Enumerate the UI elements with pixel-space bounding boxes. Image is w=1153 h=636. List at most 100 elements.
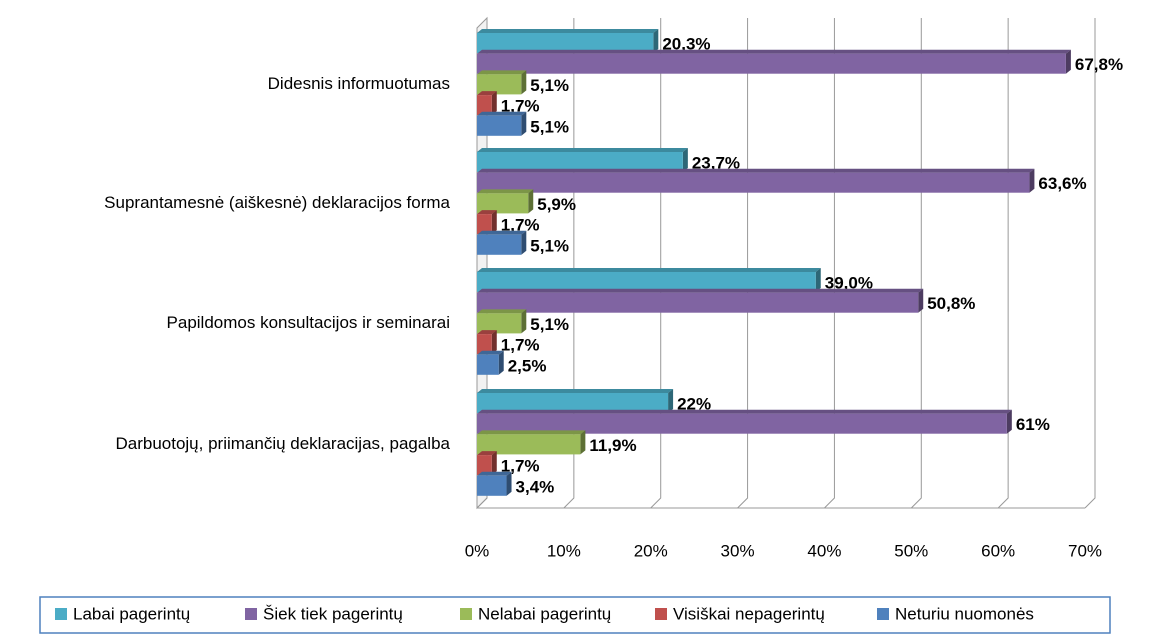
- legend-label: Labai pagerintų: [73, 604, 190, 623]
- bar: [477, 413, 1007, 434]
- bar-top: [477, 330, 497, 335]
- x-tick-label: 10%: [547, 541, 581, 560]
- x-tick-label: 60%: [981, 541, 1015, 560]
- bar: [477, 95, 492, 116]
- legend-swatch: [655, 608, 667, 620]
- data-label: 1,7%: [501, 216, 540, 235]
- bar-top: [477, 288, 924, 293]
- grid-line: [737, 18, 749, 509]
- data-label: 5,1%: [530, 117, 569, 136]
- data-label: 22%: [677, 394, 711, 413]
- grid-line: [824, 18, 835, 509]
- bar-side: [1029, 168, 1035, 193]
- legend-label: Visiškai nepagerintų: [673, 604, 825, 623]
- category-label: Darbuotojų, priimančių deklaracijas, pag…: [115, 434, 450, 453]
- bar-side: [1006, 409, 1012, 434]
- category-label: Papildomos konsultacijos ir seminarai: [167, 313, 450, 332]
- bar-top: [477, 389, 674, 393]
- bar: [477, 393, 669, 413]
- bar-top: [477, 189, 534, 194]
- bar: [477, 172, 1030, 193]
- data-label: 3,4%: [516, 477, 555, 496]
- bar-side: [491, 91, 497, 116]
- bar: [477, 53, 1066, 74]
- bar: [477, 152, 683, 172]
- bar-side: [521, 70, 527, 95]
- x-tick-label: 40%: [807, 541, 841, 560]
- grid-line: [910, 18, 922, 509]
- bar-side: [521, 309, 527, 334]
- data-label: 39,0%: [825, 273, 873, 292]
- grid-line: [650, 18, 662, 509]
- data-label: 61%: [1016, 415, 1050, 434]
- bar: [477, 214, 492, 235]
- bar-top: [477, 451, 497, 456]
- bar-top: [477, 91, 497, 96]
- bar-side: [528, 189, 534, 214]
- legend-swatch: [55, 608, 67, 620]
- legend-swatch: [877, 608, 889, 620]
- bar: [477, 292, 919, 313]
- bar-top: [477, 409, 1012, 414]
- bar-side: [653, 29, 659, 53]
- bar-side: [815, 268, 821, 292]
- bar-top: [477, 350, 504, 355]
- data-label: 1,7%: [501, 457, 540, 476]
- bar-top: [477, 29, 659, 33]
- bar: [477, 313, 522, 334]
- bar: [477, 455, 492, 476]
- data-label: 5,9%: [537, 195, 576, 214]
- bar-side: [521, 111, 527, 136]
- legend-swatch: [460, 608, 472, 620]
- bar-side: [1065, 49, 1071, 74]
- data-label: 5,1%: [530, 76, 569, 95]
- bar-side: [682, 148, 688, 172]
- bar-top: [477, 148, 688, 152]
- legend-label: Šiek tiek pagerintų: [263, 604, 403, 623]
- x-tick-label: 70%: [1068, 541, 1102, 560]
- data-label: 1,7%: [501, 336, 540, 355]
- bar-side: [506, 471, 512, 496]
- grid-line: [997, 18, 1009, 509]
- bar-side: [491, 330, 497, 355]
- x-tick-label: 20%: [634, 541, 668, 560]
- bar-side: [580, 430, 586, 455]
- bar-side: [498, 350, 504, 375]
- data-label: 5,1%: [530, 315, 569, 334]
- data-label: 67,8%: [1075, 55, 1123, 74]
- data-label: 23,7%: [692, 153, 740, 172]
- data-label: 1,7%: [501, 97, 540, 116]
- bar-top: [477, 168, 1035, 173]
- bar: [477, 74, 522, 95]
- x-tick-label: 0%: [465, 541, 490, 560]
- bar: [477, 115, 522, 136]
- bar: [477, 354, 499, 375]
- bar: [477, 193, 529, 214]
- legend-swatch: [245, 608, 257, 620]
- bar-side: [521, 230, 527, 255]
- legend-box: [39, 596, 1111, 634]
- bar-top: [477, 268, 821, 272]
- bar-top: [477, 49, 1071, 54]
- bar: [477, 234, 522, 255]
- grid-line: [1084, 18, 1096, 509]
- data-label: 2,5%: [508, 356, 547, 375]
- data-label: 20,3%: [662, 34, 710, 53]
- bar-side: [668, 389, 674, 413]
- x-tick-label: 30%: [721, 541, 755, 560]
- bar: [477, 334, 492, 355]
- bar-side: [491, 451, 497, 476]
- x-tick-label: 50%: [894, 541, 928, 560]
- data-label: 11,9%: [589, 436, 636, 455]
- bar-top: [477, 230, 527, 235]
- bar: [477, 475, 507, 496]
- data-label: 50,8%: [927, 294, 975, 313]
- bar-top: [477, 210, 497, 215]
- legend-label: Neturiu nuomonės: [895, 604, 1034, 623]
- category-label: Didesnis informuotumas: [268, 74, 450, 93]
- bar: [477, 272, 816, 292]
- bar-side: [491, 210, 497, 235]
- bar-top: [477, 471, 512, 476]
- bar-top: [477, 309, 527, 314]
